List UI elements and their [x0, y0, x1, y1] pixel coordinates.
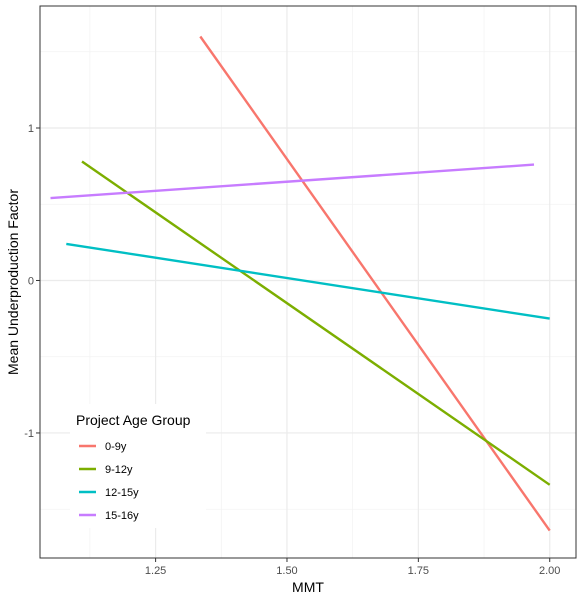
legend-label-0-9y: 0-9y	[105, 441, 127, 453]
x-tick-label: 2.00	[539, 565, 560, 577]
series-line-0-9y	[199, 35, 551, 532]
legend-title: Project Age Group	[76, 412, 191, 428]
series-line-15-16y	[50, 163, 535, 200]
legend: Project Age Group 0-9y 9-12y 12-15y 15-16y	[70, 404, 206, 528]
y-tick-label: -1	[24, 428, 34, 440]
series-lines	[50, 35, 551, 532]
legend-items: 0-9y 9-12y 12-15y 15-16y	[79, 441, 139, 522]
legend-label-15-16y: 15-16y	[105, 510, 139, 522]
series-line-12-15y	[66, 242, 550, 320]
x-tick-label: 1.75	[408, 565, 429, 577]
x-axis-title: MMT	[292, 579, 324, 595]
y-tick-label: 1	[28, 123, 34, 135]
series-line-9-12y	[81, 160, 551, 486]
x-tick-label: 1.50	[276, 565, 297, 577]
x-axis-ticks: 1.25 1.50 1.75 2.00	[145, 558, 560, 577]
x-tick-label: 1.25	[145, 565, 166, 577]
minor-gridlines	[40, 6, 576, 558]
legend-background	[70, 404, 206, 528]
y-tick-label: 0	[28, 275, 34, 287]
plot-border	[39, 5, 577, 559]
legend-label-12-15y: 12-15y	[105, 487, 139, 499]
legend-label-9-12y: 9-12y	[105, 464, 133, 476]
y-axis-title: Mean Underproduction Factor	[5, 189, 21, 375]
y-axis-ticks: -1 0 1	[24, 123, 40, 440]
